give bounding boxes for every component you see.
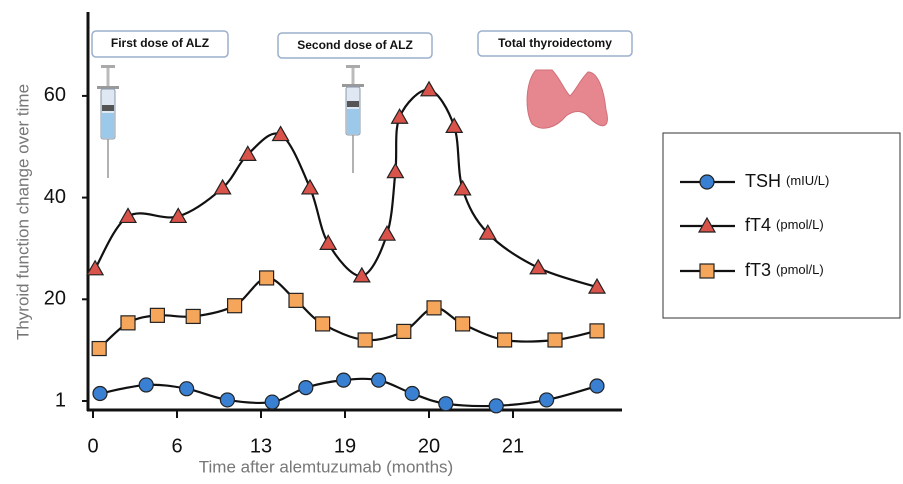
- marker: [86, 259, 105, 276]
- legend-unit: (pmol/L): [776, 217, 824, 232]
- marker: [538, 392, 555, 408]
- marker: [298, 380, 314, 396]
- marker: [264, 394, 280, 410]
- legend-marker: [699, 263, 715, 279]
- marker: [386, 162, 405, 179]
- y-tick-label: 40: [44, 186, 66, 208]
- marker: [371, 372, 387, 388]
- marker: [271, 125, 290, 142]
- syringe-icon: [342, 65, 364, 173]
- legend-label: fT4 (pmol/L): [745, 215, 824, 235]
- marker: [396, 323, 412, 340]
- marker: [91, 340, 107, 357]
- marker: [589, 323, 605, 339]
- marker: [219, 392, 235, 408]
- marker: [120, 315, 136, 331]
- marker: [300, 178, 320, 195]
- marker: [419, 80, 439, 97]
- marker: [259, 270, 275, 286]
- legend-marker: [699, 174, 715, 190]
- annotation-box: [477, 30, 633, 57]
- legend-name: fT4: [745, 215, 771, 235]
- marker: [336, 372, 352, 388]
- marker: [426, 300, 442, 316]
- marker: [319, 234, 338, 250]
- marker: [138, 377, 154, 393]
- x-tick-label: 19: [334, 435, 356, 457]
- annotation: Total thyroidectomy: [498, 36, 612, 50]
- marker: [213, 178, 232, 195]
- marker: [288, 292, 304, 308]
- marker: [185, 308, 201, 325]
- x-tick-label: 13: [250, 435, 272, 457]
- marker: [488, 398, 504, 414]
- marker: [118, 207, 138, 224]
- legend-label: fT3 (pmol/L): [745, 260, 824, 280]
- thyroid-icon: [526, 69, 608, 129]
- annotation: First dose of ALZ: [111, 36, 209, 50]
- marker: [589, 378, 605, 394]
- legend-unit: (mIU/L): [786, 173, 829, 188]
- legend-unit: (pmol/L): [776, 262, 824, 277]
- marker: [529, 258, 548, 275]
- marker: [149, 307, 165, 323]
- marker: [179, 381, 195, 397]
- annotation: Second dose of ALZ: [297, 38, 413, 52]
- annotation-box: [91, 30, 229, 58]
- marker: [445, 117, 464, 134]
- marker: [438, 396, 454, 412]
- marker: [169, 207, 188, 224]
- marker: [587, 277, 607, 294]
- x-tick-label: 20: [418, 435, 440, 457]
- legend-marker: [697, 216, 717, 233]
- legend-name: TSH: [745, 171, 781, 191]
- y-tick-label: 60: [44, 84, 66, 106]
- y-tick-label: 1: [55, 389, 66, 411]
- y-tick-label: 20: [44, 288, 66, 310]
- series-line: [98, 276, 598, 350]
- legend-name: fT3: [745, 260, 771, 280]
- marker: [315, 316, 331, 332]
- marker: [455, 316, 471, 332]
- marker: [404, 385, 420, 402]
- marker: [352, 266, 371, 283]
- marker: [547, 332, 563, 348]
- x-tick-label: 6: [171, 435, 182, 457]
- marker: [478, 223, 497, 240]
- marker: [390, 108, 409, 124]
- x-tick-label: 21: [502, 435, 524, 457]
- x-axis-label: Time after alemtuzumab (months): [199, 457, 453, 476]
- legend-label: TSH (mIU/L): [745, 171, 829, 191]
- annotation-box: [277, 32, 433, 59]
- marker: [357, 332, 373, 348]
- marker: [453, 179, 472, 196]
- marker: [227, 298, 243, 314]
- syringe-icon: [97, 65, 119, 178]
- marker: [377, 225, 397, 241]
- marker: [497, 332, 513, 348]
- marker: [238, 145, 257, 161]
- y-axis-label: Thyroid function change over time: [13, 84, 32, 340]
- marker: [92, 385, 108, 402]
- x-tick-label: 0: [87, 435, 98, 457]
